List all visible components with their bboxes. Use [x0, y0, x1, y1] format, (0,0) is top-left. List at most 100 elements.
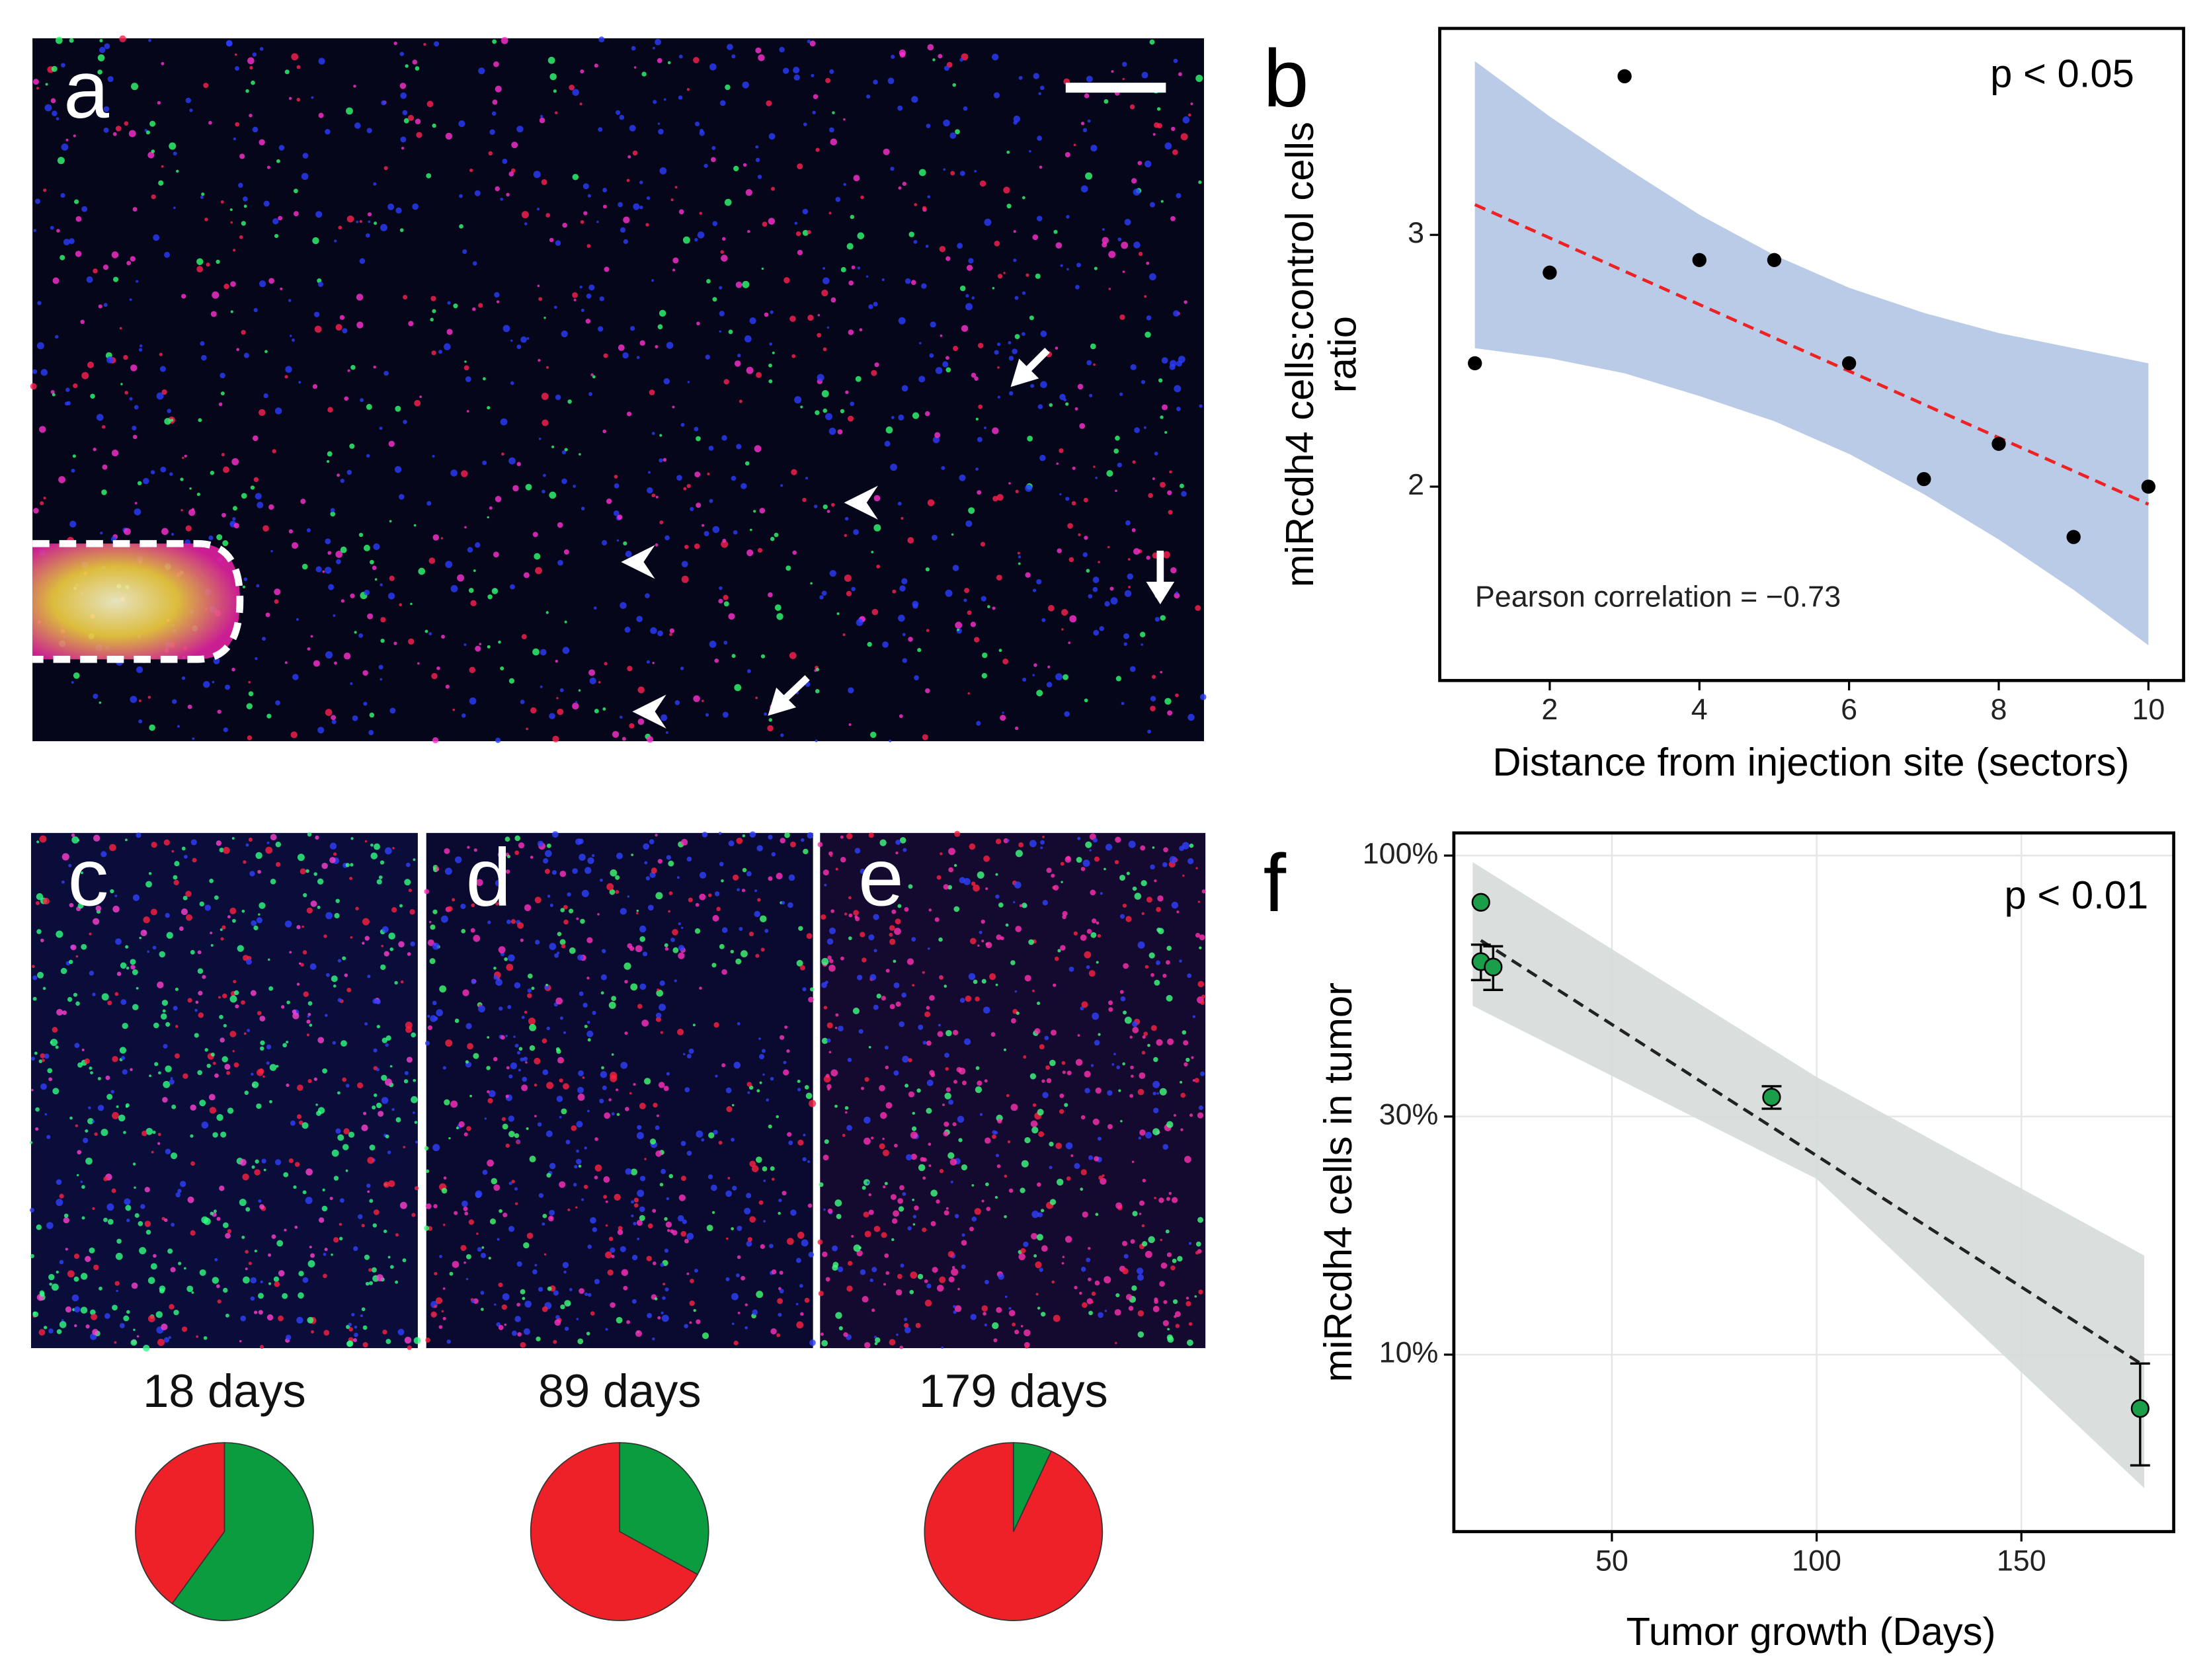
cell: [989, 973, 996, 980]
cell: [493, 61, 499, 67]
cell: [1090, 144, 1098, 152]
cell: [507, 1005, 512, 1010]
cell: [450, 1100, 458, 1108]
cell: [1082, 860, 1090, 867]
cell: [929, 353, 934, 358]
cell: [56, 117, 60, 120]
cell: [209, 879, 214, 883]
cell: [30, 1057, 35, 1061]
cell: [473, 934, 481, 942]
cell: [376, 1025, 380, 1029]
cell: [953, 1080, 957, 1084]
cell: [508, 1181, 512, 1185]
cell: [280, 1005, 285, 1009]
cell: [184, 854, 188, 859]
cell: [1084, 536, 1088, 540]
cell: [1115, 1341, 1117, 1345]
cell: [514, 982, 521, 989]
cell: [1085, 172, 1093, 180]
cell: [85, 1256, 91, 1262]
cell: [169, 1304, 175, 1310]
cell: [854, 915, 858, 919]
cell: [382, 1329, 387, 1335]
cell: [1127, 558, 1131, 561]
cell: [826, 1022, 833, 1029]
cell: [354, 631, 357, 634]
cell: [1092, 577, 1100, 583]
cell: [231, 918, 236, 923]
cell: [963, 106, 968, 111]
cell: [1034, 1027, 1041, 1035]
cell: [1072, 466, 1076, 470]
cell: [722, 237, 726, 241]
cell: [572, 702, 579, 710]
cell: [517, 1332, 522, 1337]
cell: [633, 1221, 637, 1226]
cell: [187, 1196, 194, 1203]
cell: [716, 906, 721, 912]
cell: [520, 700, 525, 704]
cell: [804, 1085, 809, 1090]
cell: [914, 203, 918, 206]
cell: [1120, 996, 1126, 1002]
cell: [686, 1272, 690, 1275]
cell: [469, 666, 476, 674]
cell: [902, 1191, 906, 1196]
cell: [346, 469, 352, 475]
cell: [493, 1057, 498, 1062]
x-tick-label: 150: [1997, 1543, 2046, 1577]
cell: [212, 291, 220, 299]
cell: [1064, 856, 1072, 863]
cell: [241, 1000, 245, 1005]
cell: [846, 832, 853, 840]
cell: [541, 393, 549, 401]
cell: [817, 842, 823, 848]
cell: [604, 1251, 612, 1259]
cell: [580, 918, 585, 924]
cell: [265, 612, 270, 618]
cell: [885, 1065, 889, 1070]
cell: [1041, 1245, 1048, 1252]
cell: [407, 952, 411, 956]
cell: [157, 1142, 161, 1145]
cell: [164, 251, 171, 258]
cell: [282, 1293, 288, 1299]
cell: [470, 600, 477, 607]
cell: [355, 906, 359, 910]
cell: [461, 929, 466, 934]
cell: [147, 1277, 155, 1285]
cell: [1143, 1031, 1148, 1036]
cell: [939, 975, 944, 980]
cell: [1167, 1328, 1170, 1331]
cell: [1021, 1160, 1029, 1168]
cell: [285, 366, 292, 373]
cell: [1080, 1187, 1084, 1191]
cell: [603, 1176, 610, 1183]
cell: [778, 1211, 781, 1215]
cell: [726, 1106, 733, 1113]
cell: [272, 218, 279, 225]
cell: [112, 1111, 119, 1119]
cell: [693, 57, 700, 63]
cell: [1134, 427, 1140, 434]
cell: [513, 1035, 516, 1038]
cell: [487, 920, 491, 924]
cell: [901, 385, 908, 392]
cell: [327, 451, 333, 457]
cell: [996, 494, 1004, 501]
cell: [318, 58, 325, 65]
cell: [707, 472, 710, 475]
cell: [459, 194, 463, 198]
cell: [739, 399, 743, 403]
cell: [942, 361, 949, 368]
cell: [527, 993, 532, 998]
cell: [578, 689, 581, 692]
cell: [912, 984, 915, 987]
cell: [801, 1239, 809, 1247]
cell: [875, 1337, 881, 1343]
cell: [1037, 404, 1043, 409]
cell: [1199, 946, 1202, 949]
cell: [1099, 626, 1104, 631]
cell: [454, 1018, 460, 1023]
cell: [71, 1294, 79, 1302]
